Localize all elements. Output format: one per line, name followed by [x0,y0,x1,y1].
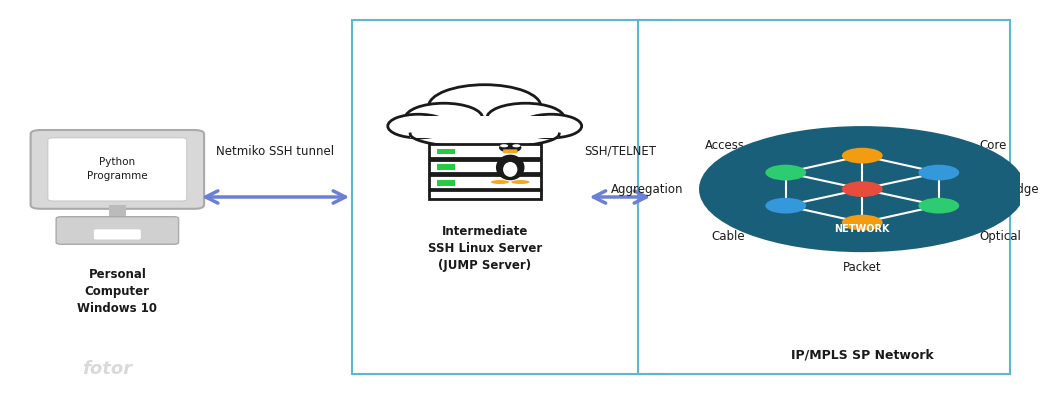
Circle shape [500,144,508,147]
Text: Cable: Cable [712,230,745,243]
Circle shape [765,165,807,180]
Ellipse shape [503,162,518,177]
Bar [437,149,455,154]
Text: Netmiko SSH tunnel: Netmiko SSH tunnel [217,145,334,158]
Circle shape [918,198,960,214]
FancyBboxPatch shape [428,160,541,173]
Ellipse shape [388,114,449,138]
Circle shape [513,144,520,147]
Ellipse shape [499,143,521,153]
FancyBboxPatch shape [428,175,541,189]
Circle shape [765,198,807,214]
Ellipse shape [520,114,581,138]
Text: Packet: Packet [843,262,882,274]
Text: Aggregation: Aggregation [612,183,684,195]
FancyBboxPatch shape [428,190,541,199]
Bar [411,116,560,138]
Text: Access: Access [705,139,745,152]
Bar [437,180,455,186]
Bar [109,205,125,221]
Text: IP/MPLS SP Network: IP/MPLS SP Network [791,348,934,361]
Ellipse shape [487,103,565,133]
Circle shape [918,165,960,180]
Text: Intermediate
SSH Linux Server
(JUMP Server): Intermediate SSH Linux Server (JUMP Serv… [427,225,542,271]
Ellipse shape [512,180,529,184]
Ellipse shape [491,180,510,184]
FancyBboxPatch shape [352,20,668,374]
Text: fotor: fotor [82,360,132,378]
Ellipse shape [405,103,482,133]
FancyBboxPatch shape [56,217,178,244]
Ellipse shape [428,85,541,128]
FancyBboxPatch shape [94,229,141,240]
Text: Optical: Optical [979,230,1021,243]
Bar [437,164,455,170]
Circle shape [699,126,1025,252]
Circle shape [842,148,883,164]
Circle shape [842,181,883,197]
Text: SSH/TELNET: SSH/TELNET [584,145,655,158]
Text: Core: Core [979,139,1007,152]
FancyBboxPatch shape [638,20,1011,374]
Text: Edge: Edge [1011,183,1040,195]
FancyBboxPatch shape [503,149,518,153]
FancyBboxPatch shape [428,144,541,158]
Circle shape [842,215,883,230]
Text: Personal
Computer
Windows 10: Personal Computer Windows 10 [77,268,157,315]
Text: NETWORK: NETWORK [835,223,890,234]
FancyBboxPatch shape [48,138,187,201]
FancyBboxPatch shape [30,130,204,209]
Ellipse shape [496,154,524,180]
Text: Python
Programme: Python Programme [88,158,148,181]
